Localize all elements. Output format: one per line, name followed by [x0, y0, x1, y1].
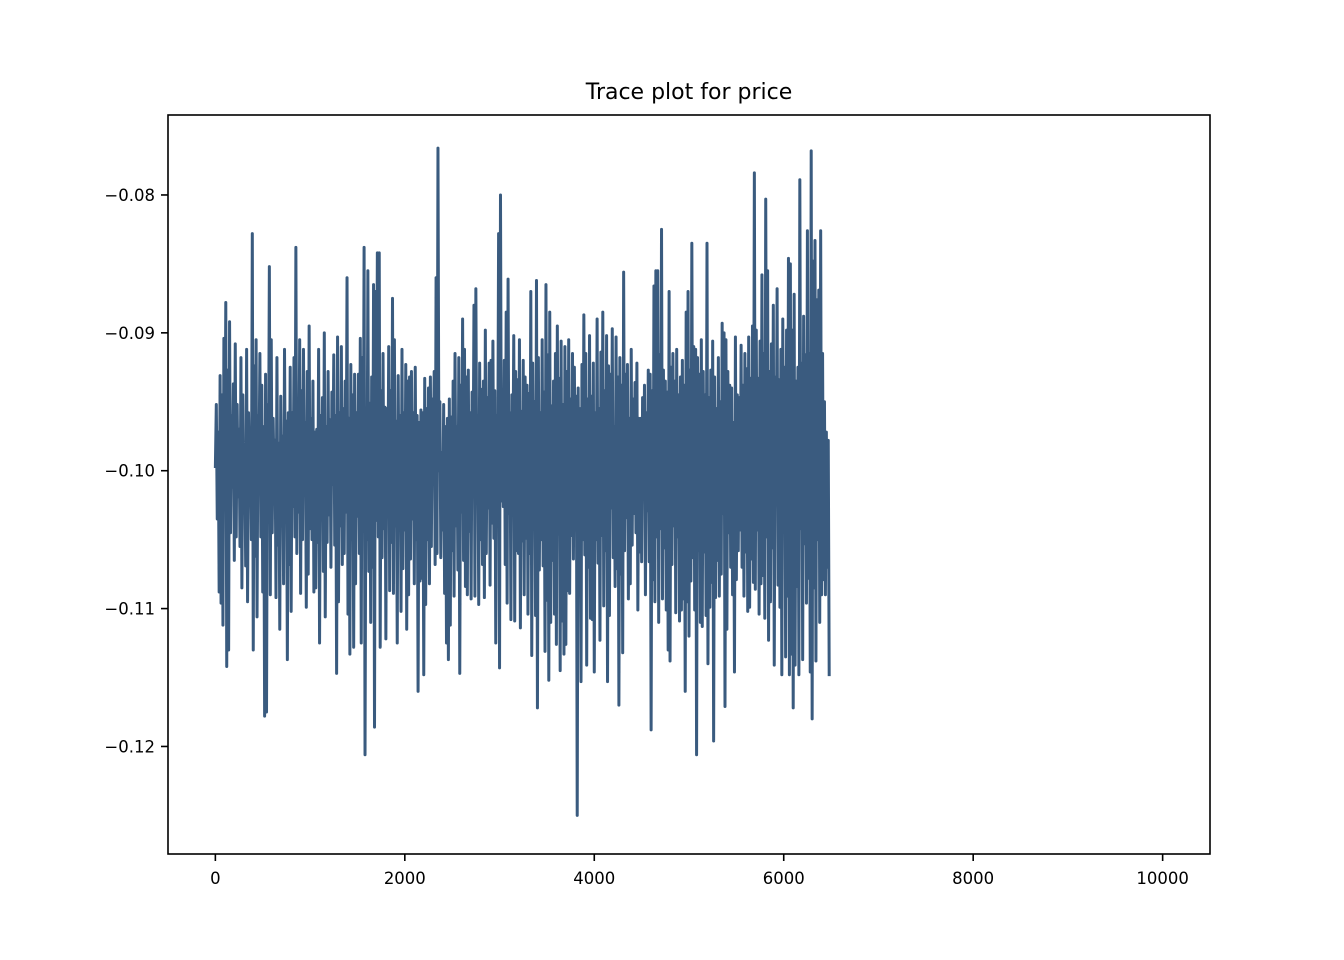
y-tick-label: −0.10 [104, 462, 155, 481]
y-tick-label: −0.12 [104, 737, 155, 756]
x-axis: 0 2000 4000 6000 8000 10000 [210, 854, 1189, 888]
plot-frame [167, 114, 1211, 855]
price-trace-line-0 [213, 146, 831, 817]
series-layer [213, 146, 831, 817]
x-tick-label: 2000 [384, 869, 426, 888]
y-tick-label: −0.11 [104, 600, 155, 619]
x-tick-label: 4000 [573, 869, 615, 888]
y-tick-label: −0.09 [104, 324, 155, 343]
x-tick-label: 8000 [952, 869, 994, 888]
x-tick-label: 0 [210, 869, 221, 888]
x-tick-label: 10000 [1136, 869, 1189, 888]
y-tick-label: −0.08 [104, 186, 155, 205]
x-tick-label: 6000 [763, 869, 805, 888]
chart-title: Trace plot for price [585, 80, 793, 105]
y-axis: −0.08 −0.09 −0.10 −0.11 −0.12 [104, 186, 168, 756]
